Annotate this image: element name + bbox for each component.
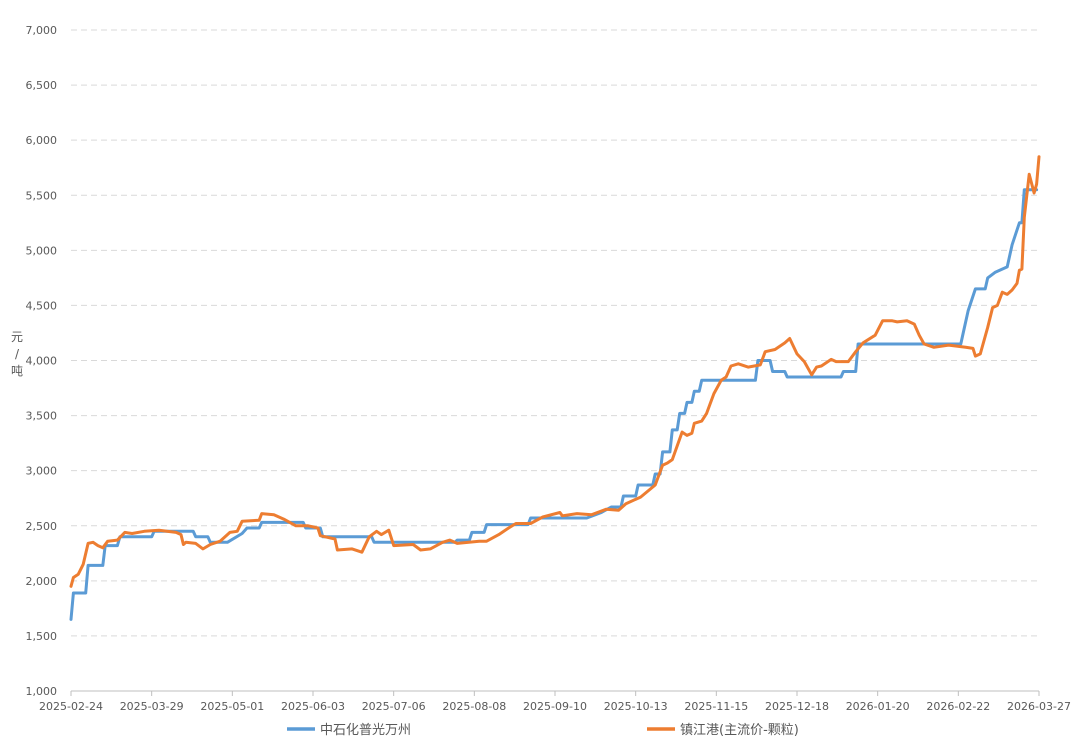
- y-tick-label: 2,000: [26, 575, 58, 588]
- x-tick-label: 2025-12-18: [765, 700, 829, 713]
- y-tick-label: 6,000: [26, 134, 58, 147]
- x-tick-label: 2026-02-22: [926, 700, 990, 713]
- grid-layer: [71, 29, 1039, 637]
- y-axis-label-char: 吨: [11, 364, 23, 378]
- y-tick-label: 4,500: [26, 299, 58, 312]
- x-tick-label: 2025-06-03: [281, 700, 345, 713]
- x-tick-label: 2026-01-20: [846, 700, 910, 713]
- legend: 中石化普光万州 镇江港(主流价-颗粒): [287, 723, 799, 738]
- y-tick-label: 2,500: [26, 520, 58, 533]
- y-axis-label-char: /: [15, 347, 20, 361]
- series-layer: [69, 155, 1041, 621]
- series-line-1: [69, 188, 1039, 621]
- y-tick-label: 7,000: [26, 24, 58, 37]
- legend-label-2: 镇江港(主流价-颗粒): [680, 723, 799, 738]
- y-axis-label-char: 元: [11, 330, 23, 344]
- x-tick-label: 2025-07-06: [362, 700, 426, 713]
- y-tick-label: 1,500: [26, 630, 58, 643]
- x-tick-label: 2026-03-27: [1007, 700, 1071, 713]
- y-tick-label: 3,000: [26, 465, 58, 478]
- y-axis: 1,000 1,500 2,000 2,500 3,000 3,500 4,000 4,500…: [26, 24, 58, 698]
- y-tick-label: 5,500: [26, 189, 58, 202]
- x-tick-label: 2025-03-29: [120, 700, 184, 713]
- x-tick-label: 2025-10-13: [604, 700, 668, 713]
- x-tick-label: 2025-08-08: [442, 700, 506, 713]
- x-tick-label: 2025-11-15: [684, 700, 748, 713]
- x-axis: 2025-02-24 2025-03-29 2025-05-01 2025-06-03…: [39, 690, 1071, 713]
- y-tick-label: 1,000: [26, 685, 58, 698]
- x-tick-label: 2025-02-24: [39, 700, 103, 713]
- y-tick-label: 6,500: [26, 79, 58, 92]
- x-tick-label: 2025-05-01: [200, 700, 264, 713]
- y-tick-label: 5,000: [26, 244, 58, 257]
- y-tick-label: 3,500: [26, 410, 58, 423]
- series-line-2: [69, 155, 1041, 588]
- y-axis-label: 元 / 吨: [11, 330, 23, 378]
- y-tick-label: 4,000: [26, 355, 58, 368]
- x-tick-label: 2025-09-10: [523, 700, 587, 713]
- legend-label-1: 中石化普光万州: [320, 723, 411, 738]
